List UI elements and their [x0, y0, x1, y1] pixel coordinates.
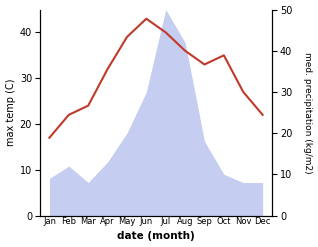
Y-axis label: max temp (C): max temp (C)	[5, 79, 16, 146]
Y-axis label: med. precipitation (kg/m2): med. precipitation (kg/m2)	[303, 52, 313, 173]
X-axis label: date (month): date (month)	[117, 231, 195, 242]
